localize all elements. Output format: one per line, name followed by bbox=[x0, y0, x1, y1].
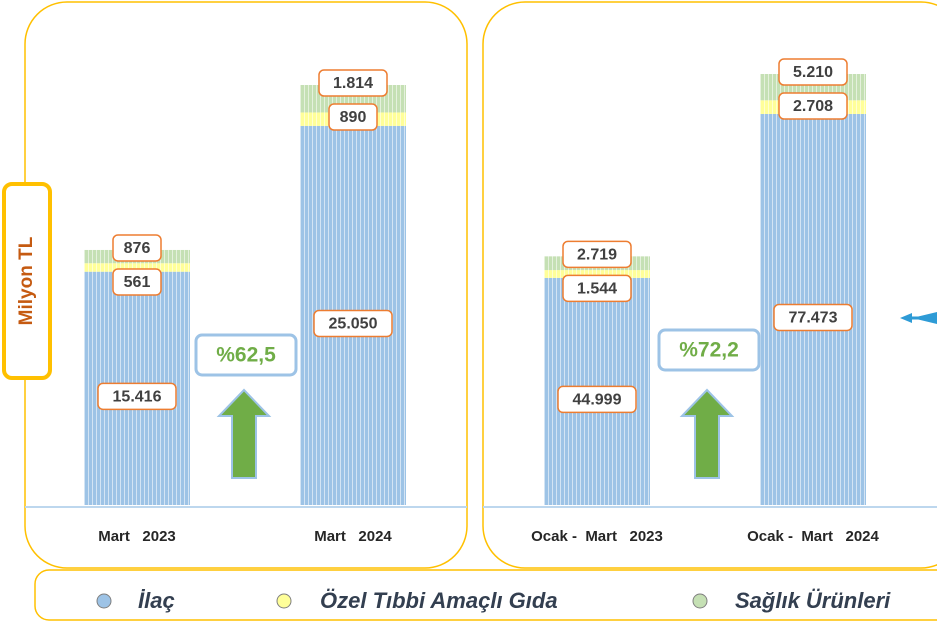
value-label-box bbox=[313, 309, 393, 338]
growth-arrow bbox=[216, 388, 272, 479]
value-label: 2.708 bbox=[793, 98, 833, 115]
legend-label: Özel Tıbbi Amaçlı Gıda bbox=[320, 588, 558, 613]
value-label: 77.473 bbox=[789, 310, 838, 327]
annotation-box bbox=[194, 333, 298, 377]
value-label: 876 bbox=[124, 240, 151, 257]
legend-label: İlaç bbox=[138, 588, 175, 613]
value-label-box bbox=[328, 103, 378, 131]
value-label-box bbox=[773, 303, 853, 332]
y-axis-label: Milyon TL bbox=[16, 236, 37, 325]
value-label-box bbox=[562, 274, 632, 303]
legend-label: Sağlık Ürünleri bbox=[735, 588, 891, 613]
growth-arrow bbox=[679, 388, 735, 479]
value-label-box bbox=[778, 58, 848, 86]
x-tick-label: Mart 2024 bbox=[314, 528, 392, 545]
x-tick-label: Ocak - Mart 2024 bbox=[747, 528, 879, 545]
value-label-box bbox=[778, 92, 848, 120]
value-label: 44.999 bbox=[573, 392, 622, 409]
value-label: 1.544 bbox=[577, 281, 617, 298]
value-label-box bbox=[97, 382, 177, 411]
value-label: 5.210 bbox=[793, 64, 833, 81]
value-label-box bbox=[112, 234, 162, 262]
value-label-box bbox=[112, 268, 162, 296]
value-label: 2.719 bbox=[577, 247, 617, 264]
value-label-box bbox=[562, 240, 632, 269]
bar-segment bbox=[544, 270, 650, 278]
x-tick-label: Mart 2023 bbox=[98, 528, 176, 545]
panel bbox=[482, 1, 937, 569]
value-label: 1.814 bbox=[333, 75, 373, 92]
value-label: 25.050 bbox=[329, 316, 378, 333]
bar-segment bbox=[84, 263, 190, 272]
x-tick-label: Ocak - Mart 2023 bbox=[531, 528, 663, 545]
annotation-box bbox=[657, 328, 761, 372]
annotation: %72,2 bbox=[679, 339, 739, 362]
legend-marker bbox=[692, 593, 708, 609]
annotation: %62,5 bbox=[216, 344, 276, 367]
legend-marker bbox=[276, 593, 292, 609]
value-label-box bbox=[557, 385, 637, 414]
value-label: 890 bbox=[340, 109, 367, 126]
value-label: 561 bbox=[124, 274, 151, 291]
value-label: 15.416 bbox=[113, 389, 162, 406]
legend-box bbox=[34, 569, 937, 621]
value-label-box bbox=[318, 69, 388, 97]
legend-marker bbox=[96, 593, 112, 609]
y-label-box bbox=[2, 182, 52, 380]
